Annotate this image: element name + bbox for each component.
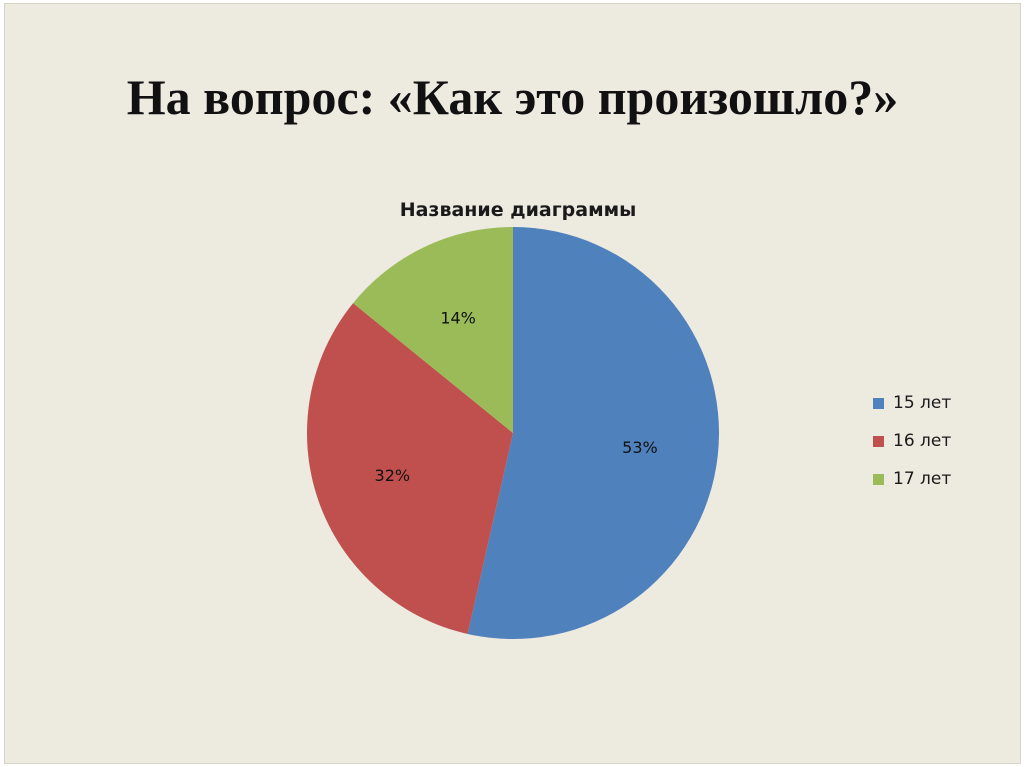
legend-swatch-17 <box>873 473 884 485</box>
slide-title: На вопрос: «Как это произошло?» <box>126 69 899 125</box>
chart-legend: 15 лет 16 лет 17 лет <box>873 384 951 498</box>
legend-item-15: 15 лет <box>873 384 951 422</box>
pie-chart: 53% 32% 14% <box>306 227 719 639</box>
legend-item-17: 17 лет <box>873 460 951 498</box>
pie-slice-15 <box>467 227 719 639</box>
legend-label-15: 15 лет <box>893 393 952 413</box>
chart-title: Название диаграммы <box>399 199 637 221</box>
pie-slice-17 <box>353 227 513 433</box>
pie-slice-16 <box>306 303 513 634</box>
legend-swatch-15 <box>873 397 884 409</box>
data-label-17: 14% <box>440 309 476 328</box>
slide: На вопрос: «Как это произошло?» Название… <box>4 3 1021 764</box>
legend-label-16: 16 лет <box>893 431 952 451</box>
data-label-15: 53% <box>622 438 658 457</box>
legend-label-17: 17 лет <box>893 469 952 489</box>
data-label-16: 32% <box>375 466 411 485</box>
legend-swatch-16 <box>873 435 884 447</box>
legend-item-16: 16 лет <box>873 422 951 460</box>
